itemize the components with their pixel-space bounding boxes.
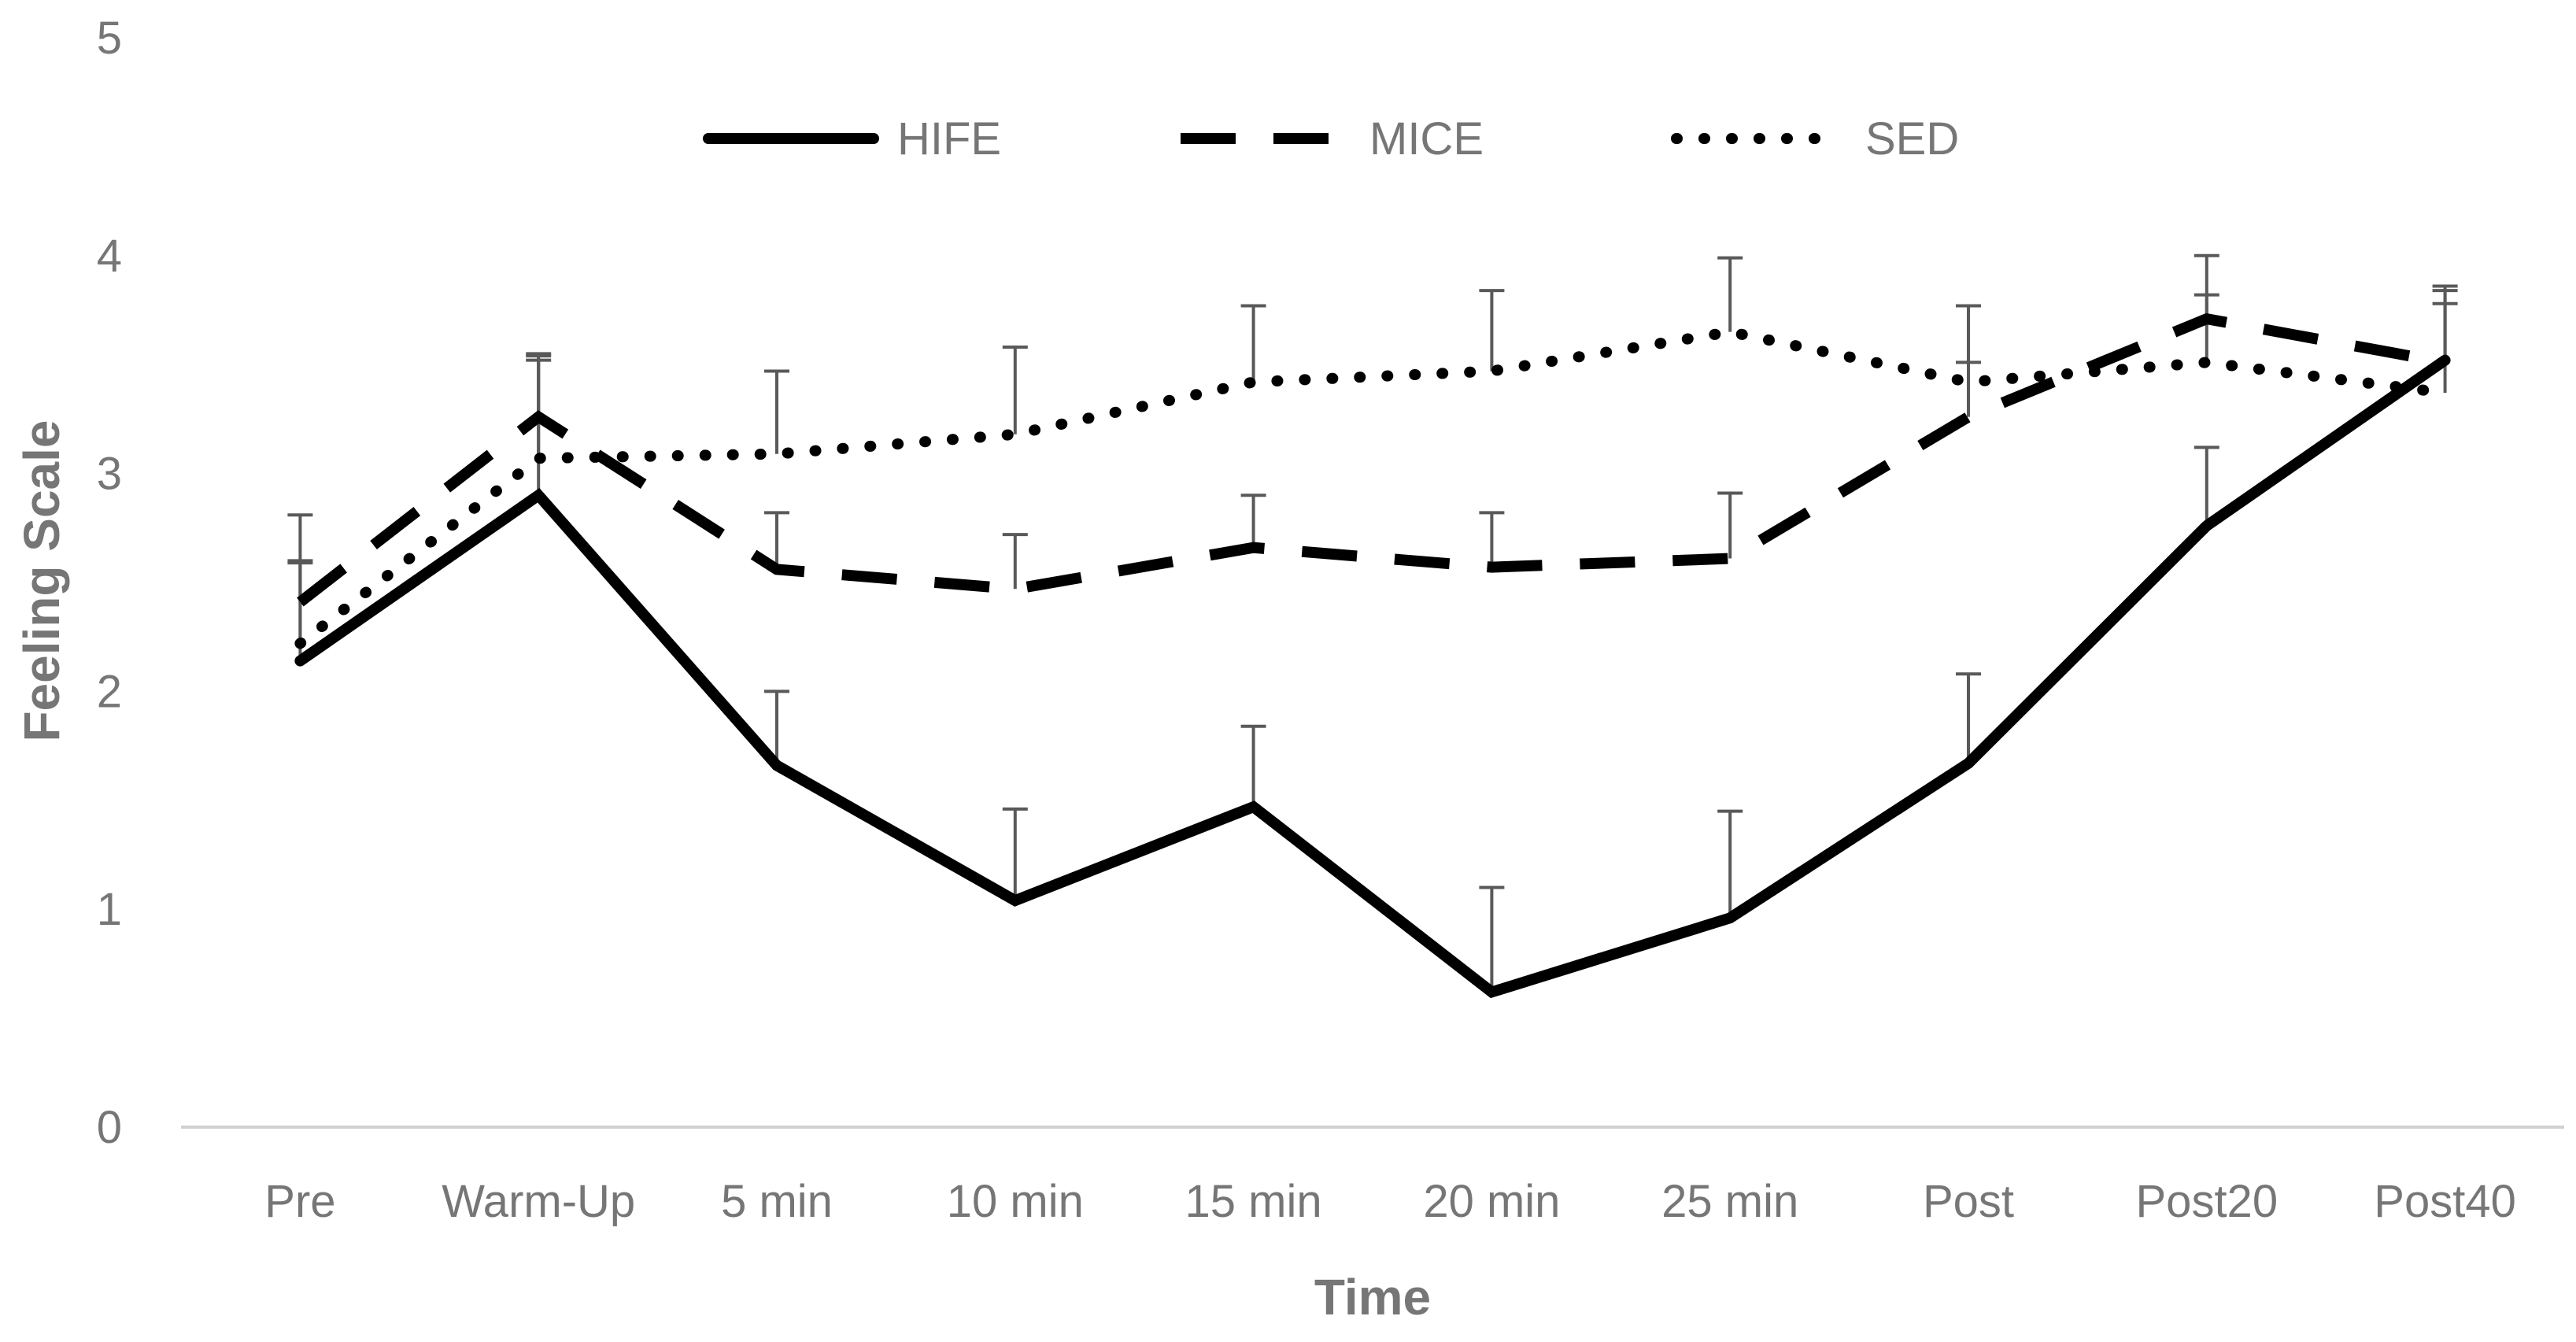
legend-label-hife: HIFE (897, 113, 1001, 165)
x-tick-label: 20 min (1423, 1176, 1560, 1227)
x-tick-label: 5 min (721, 1176, 833, 1227)
axes: 0 1 2 3 4 5 Pre Warm-Up 5 min 10 min 15 min 20 min 2… (97, 13, 2564, 1227)
x-tick-label: 15 min (1185, 1176, 1322, 1227)
x-tick-label: Post20 (2136, 1176, 2278, 1227)
x-tick-label: 10 min (947, 1176, 1084, 1227)
y-tick-label: 0 (97, 1102, 122, 1153)
y-axis-title: Feeling Scale (13, 420, 70, 741)
x-tick-label: Post40 (2374, 1176, 2516, 1227)
x-axis-title: Time (1314, 1269, 1431, 1325)
legend: HIFE MICE SED (703, 113, 1959, 165)
legend-label-mice: MICE (1369, 113, 1484, 165)
x-tick-label: Pre (264, 1176, 335, 1227)
x-tick-label: Warm-Up (442, 1176, 635, 1227)
y-tick-label: 5 (97, 13, 122, 64)
y-tick-label: 3 (97, 449, 122, 500)
legend-label-sed: SED (1865, 113, 1959, 165)
y-tick-label: 4 (97, 231, 122, 282)
y-tick-label: 2 (97, 666, 122, 717)
x-tick-label: 25 min (1661, 1176, 1798, 1227)
error-bars (287, 253, 2458, 993)
series-lines (294, 312, 2451, 999)
y-tick-label: 1 (97, 884, 122, 935)
x-tick-label: Post (1923, 1176, 2014, 1227)
series-line-hife (294, 354, 2451, 999)
